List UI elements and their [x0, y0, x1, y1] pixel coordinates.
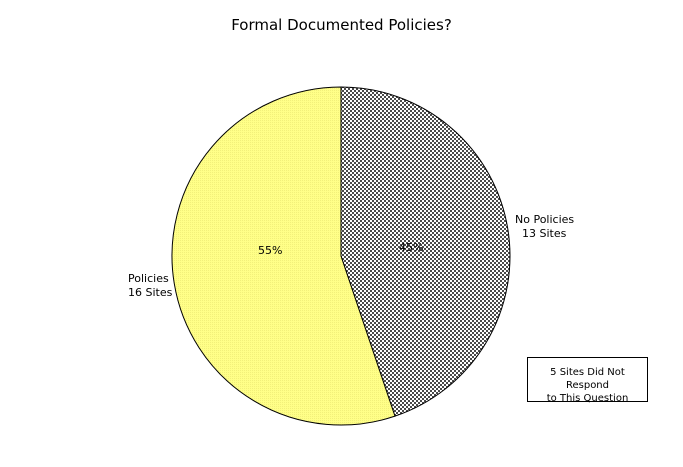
- slice-count: 13 Sites: [522, 227, 567, 240]
- slice-name: No Policies: [515, 213, 575, 226]
- note-line-1: 5 Sites Did Not Respond: [550, 367, 625, 391]
- percent-label-policies: 55%: [258, 244, 283, 257]
- slice-name: Policies: [128, 272, 169, 285]
- pie-slice-policies: [171, 86, 396, 426]
- note-box: 5 Sites Did Not Respond to This Question: [527, 357, 648, 404]
- percent-label-no-policies: 45%: [399, 241, 424, 254]
- slice-label-no-policies: No Policies 13 Sites: [515, 213, 574, 241]
- pie-slice-no-policies: [340, 86, 511, 417]
- slice-label-policies: Policies 16 Sites: [128, 272, 172, 300]
- slice-count: 16 Sites: [128, 286, 173, 299]
- chart-title: Formal Documented Policies?: [231, 16, 452, 34]
- note-line-2: to This Question: [546, 393, 629, 404]
